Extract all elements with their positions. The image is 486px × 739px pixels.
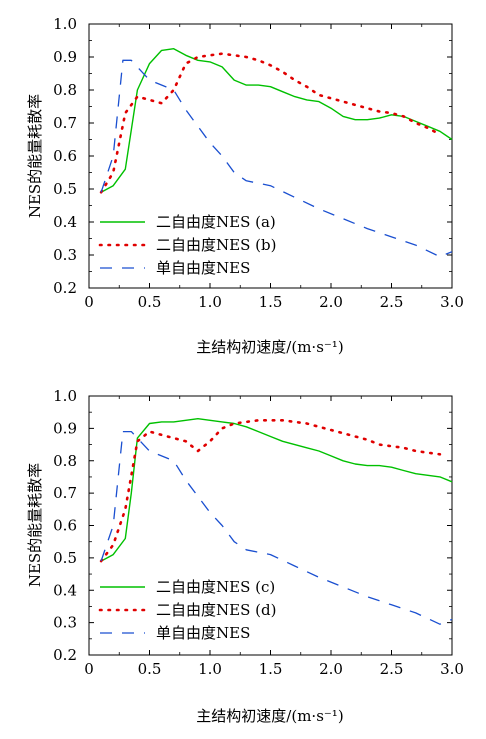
- legend-label: 二自由度NES (c): [156, 578, 275, 596]
- legend-label: 二自由度NES (d): [156, 601, 276, 619]
- y-axis-title: NES的能量耗散率: [26, 463, 44, 587]
- legend: 二自由度NES (a) 二自由度NES (b) 单自由度NES: [98, 213, 276, 277]
- y-tick-label: 0.9: [53, 48, 77, 66]
- legend-label: 二自由度NES (a): [156, 213, 276, 231]
- legend-label: 单自由度NES: [156, 624, 250, 642]
- x-tick-label: 1.5: [259, 293, 283, 311]
- y-tick-label: 0.3: [53, 614, 77, 632]
- x-tick-label: 0: [84, 660, 94, 678]
- legend-label: 二自由度NES (b): [156, 236, 276, 254]
- y-tick-label: 0.5: [53, 549, 77, 567]
- legend-label: 单自由度NES: [156, 259, 250, 277]
- x-tick-label: 2.5: [380, 293, 404, 311]
- series-line-solid: [100, 48, 453, 193]
- y-tick-label: 0.8: [53, 81, 77, 99]
- series-line-dotted: [99, 52, 442, 194]
- y-tick-label: 0.4: [53, 581, 77, 599]
- x-axis-title: 主结构初速度/(m·s⁻¹): [196, 338, 343, 356]
- legend: 二自由度NES (c) 二自由度NES (d) 单自由度NES: [98, 578, 276, 642]
- series-line-dashed: [100, 430, 453, 625]
- y-tick-label: 0.5: [53, 180, 77, 198]
- x-tick-label: 1.0: [198, 660, 222, 678]
- y-tick-label: 0.8: [53, 452, 77, 470]
- x-tick-label: 1.0: [198, 293, 222, 311]
- y-tick-label: 0.7: [53, 114, 77, 132]
- chart-top: 0 0.5 1.0 1.5 2.0 2.5 3.0 0.2 0.3 0.4 0.5 0.6 0.7 0.8…: [26, 15, 464, 356]
- chart-bottom: 0 0.5 1.0 1.5 2.0 2.5 3.0 0.2 0.3 0.4 0.5 0.6 0.7 0.8…: [26, 387, 464, 725]
- x-tick-label: 0: [84, 293, 94, 311]
- series-line-dotted: [99, 419, 442, 563]
- tick-labels: 0 0.5 1.0 1.5 2.0 2.5 3.0 0.2 0.3 0.4 0.5 0.6 0.7 0.8…: [53, 387, 464, 678]
- y-tick-label: 0.6: [53, 517, 77, 535]
- y-tick-label: 0.2: [53, 646, 77, 664]
- x-axis-title: 主结构初速度/(m·s⁻¹): [196, 707, 343, 725]
- y-tick-label: 0.6: [53, 147, 77, 165]
- y-tick-label: 0.7: [53, 484, 77, 502]
- tick-labels: 0 0.5 1.0 1.5 2.0 2.5 3.0 0.2 0.3 0.4 0.5 0.6 0.7 0.8…: [53, 15, 464, 311]
- y-axis-title: NES的能量耗散率: [26, 94, 44, 218]
- x-tick-label: 3.0: [440, 293, 464, 311]
- x-tick-label: 2.0: [319, 293, 343, 311]
- y-tick-label: 1.0: [53, 15, 77, 33]
- series-layer: [99, 418, 453, 625]
- y-tick-label: 0.2: [53, 279, 77, 297]
- x-tick-label: 2.5: [380, 660, 404, 678]
- x-tick-label: 1.5: [259, 660, 283, 678]
- x-tick-label: 3.0: [440, 660, 464, 678]
- tick-marks: [88, 23, 453, 289]
- x-tick-label: 0.5: [138, 660, 162, 678]
- x-tick-label: 0.5: [138, 293, 162, 311]
- x-tick-label: 2.0: [319, 660, 343, 678]
- series-layer: [99, 48, 453, 258]
- y-tick-label: 0.3: [53, 246, 77, 264]
- y-tick-label: 1.0: [53, 387, 77, 405]
- series-line-solid: [100, 418, 453, 562]
- tick-marks: [88, 395, 453, 656]
- y-tick-label: 0.9: [53, 419, 77, 437]
- y-tick-label: 0.4: [53, 213, 77, 231]
